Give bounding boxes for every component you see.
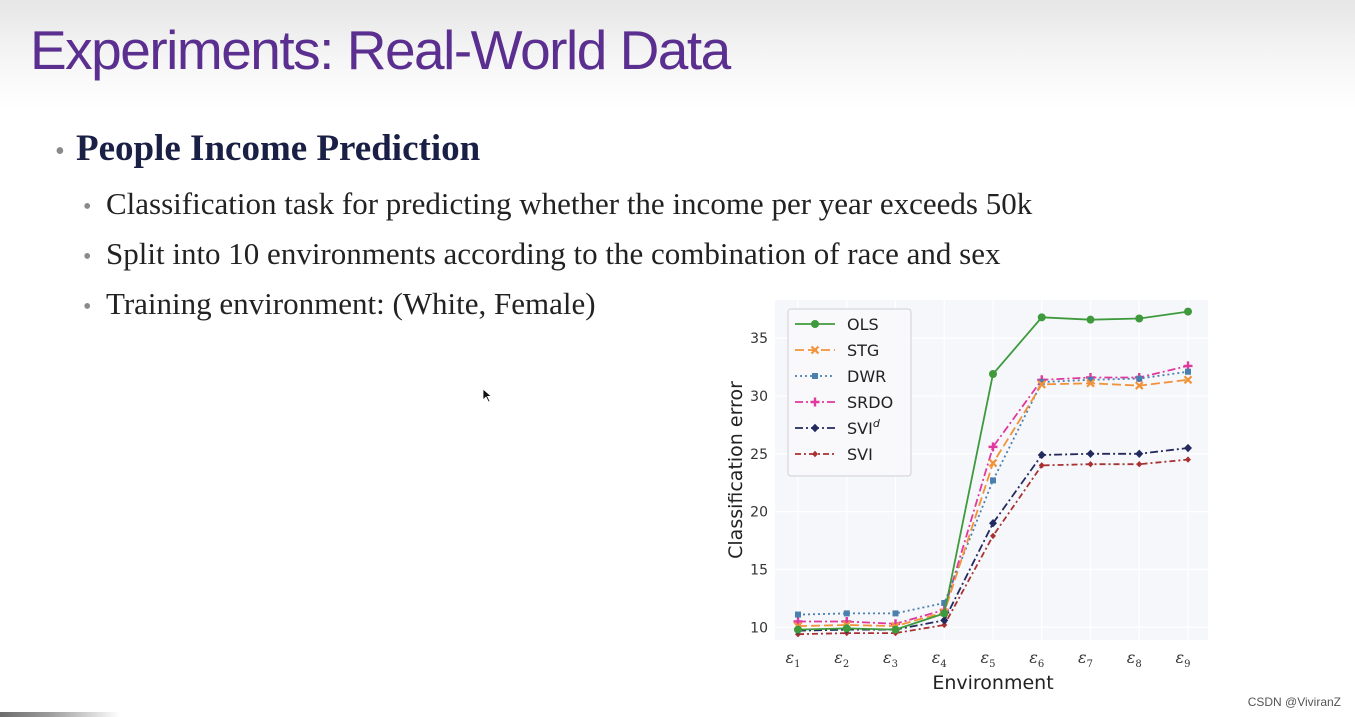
- y-tick-label: 30: [750, 389, 768, 405]
- series-lines: [793, 307, 1193, 638]
- legend-item: DWR: [795, 367, 886, 386]
- data-point: [843, 610, 850, 617]
- data-point: [1185, 368, 1191, 375]
- subbullet-text: Classification task for predicting wheth…: [106, 186, 1033, 221]
- y-tick-label: 35: [750, 331, 768, 347]
- data-point: [810, 397, 820, 407]
- x-tick-label: ε8: [1127, 648, 1142, 670]
- data-point: [990, 477, 996, 484]
- bullet-dot: •: [83, 194, 92, 220]
- y-axis-label: Classification error: [725, 381, 747, 559]
- watermark: CSDN @ViviranZ: [1247, 695, 1341, 709]
- bullet-text: People Income Prediction: [76, 128, 481, 169]
- bullet-people-income: • People Income Prediction: [55, 127, 480, 170]
- data-point: [1184, 307, 1192, 316]
- data-point: [1086, 315, 1095, 324]
- title-band: [0, 0, 1355, 110]
- x-tick-label: ε5: [981, 648, 996, 670]
- data-point: [891, 625, 900, 634]
- data-point: [1134, 381, 1144, 390]
- data-point: [812, 450, 818, 458]
- y-tick-label: 20: [750, 505, 768, 521]
- x-tick-label: ε2: [834, 648, 849, 670]
- data-point: [812, 373, 818, 379]
- data-point: [1037, 450, 1046, 460]
- data-point: [892, 610, 899, 617]
- data-point: [1136, 375, 1143, 382]
- data-point: [1185, 456, 1191, 463]
- legend: OLS STG DWR SRDO SVId SVI: [787, 308, 912, 477]
- data-point: [793, 616, 803, 626]
- data-point: [1086, 378, 1095, 388]
- mouse-cursor-icon: [482, 388, 493, 403]
- data-point: [1037, 380, 1047, 389]
- legend-label: OLS: [847, 315, 879, 334]
- y-tick-label: 25: [750, 447, 768, 463]
- legend-label: DWR: [847, 367, 886, 386]
- data-point: [1183, 375, 1193, 385]
- data-point: [810, 345, 820, 355]
- data-point: [1087, 376, 1094, 383]
- subbullet-training: • Training environment: (White, Female): [83, 286, 596, 322]
- data-point: [795, 611, 801, 618]
- legend-item: SVId: [795, 417, 881, 438]
- y-tick-label: 15: [750, 562, 768, 578]
- bullet-dot: •: [55, 136, 65, 167]
- data-point: [1038, 379, 1045, 386]
- data-point: [1184, 443, 1192, 453]
- data-point: [1037, 313, 1046, 322]
- legend-item: STG: [795, 341, 879, 360]
- series-dwr: [795, 368, 1191, 618]
- legend-label: SVI: [847, 445, 873, 464]
- legend-label: SVId: [847, 417, 881, 438]
- data-point: [1038, 462, 1045, 469]
- data-point: [1136, 461, 1143, 468]
- y-tick-label: 10: [750, 620, 768, 636]
- bullet-dot: •: [83, 294, 92, 320]
- data-point: [988, 442, 998, 452]
- x-tick-label: ε4: [932, 648, 947, 670]
- legend-item: SRDO: [795, 393, 893, 412]
- data-point: [940, 609, 949, 618]
- series-line: [798, 365, 1189, 625]
- series-ols: [794, 307, 1192, 634]
- x-axis-label: Environment: [932, 672, 1053, 694]
- subbullet-classification: • Classification task for predicting whet…: [83, 186, 1032, 222]
- x-tick-label: ε7: [1078, 648, 1093, 670]
- subbullet-text: Split into 10 environments according to …: [106, 236, 1001, 271]
- data-point: [1087, 461, 1094, 468]
- subbullet-split: • Split into 10 environments according to…: [83, 236, 1000, 272]
- cut-off-text: [0, 712, 120, 717]
- x-tick-label: ε9: [1176, 648, 1191, 670]
- subbullet-text: Training environment: (White, Female): [106, 286, 596, 321]
- x-tick-label: ε1: [786, 648, 801, 670]
- legend-box: [787, 308, 912, 477]
- data-point: [1135, 449, 1144, 459]
- bullet-dot: •: [83, 244, 92, 270]
- data-point: [811, 320, 819, 328]
- x-tick-label: ε6: [1029, 648, 1044, 670]
- data-point: [989, 518, 997, 528]
- legend-item: SVI: [795, 445, 873, 464]
- legend-item: OLS: [795, 315, 879, 334]
- x-tick-label: ε3: [883, 648, 898, 670]
- legend-label: STG: [847, 341, 879, 360]
- classification-error-chart: 10 15 20 25 30 35 ε1 ε2 ε3 ε4 ε5 ε6 ε7 ε8 ε9 Classifi…: [725, 300, 1208, 694]
- data-point: [1086, 449, 1095, 459]
- data-point: [988, 458, 998, 468]
- x-axis-ticks: ε1 ε2 ε3 ε4 ε5 ε6 ε7 ε8 ε9: [786, 648, 1191, 670]
- data-point: [989, 370, 997, 379]
- data-point: [794, 625, 802, 634]
- data-point: [842, 624, 851, 633]
- y-axis-ticks: 10 15 20 25 30 35: [750, 331, 768, 636]
- data-point: [811, 423, 819, 433]
- data-point: [1135, 314, 1144, 323]
- legend-label: SRDO: [847, 393, 893, 412]
- slide-title: Experiments: Real-World Data: [30, 19, 731, 81]
- series-line: [797, 370, 1189, 616]
- data-point: [941, 599, 948, 606]
